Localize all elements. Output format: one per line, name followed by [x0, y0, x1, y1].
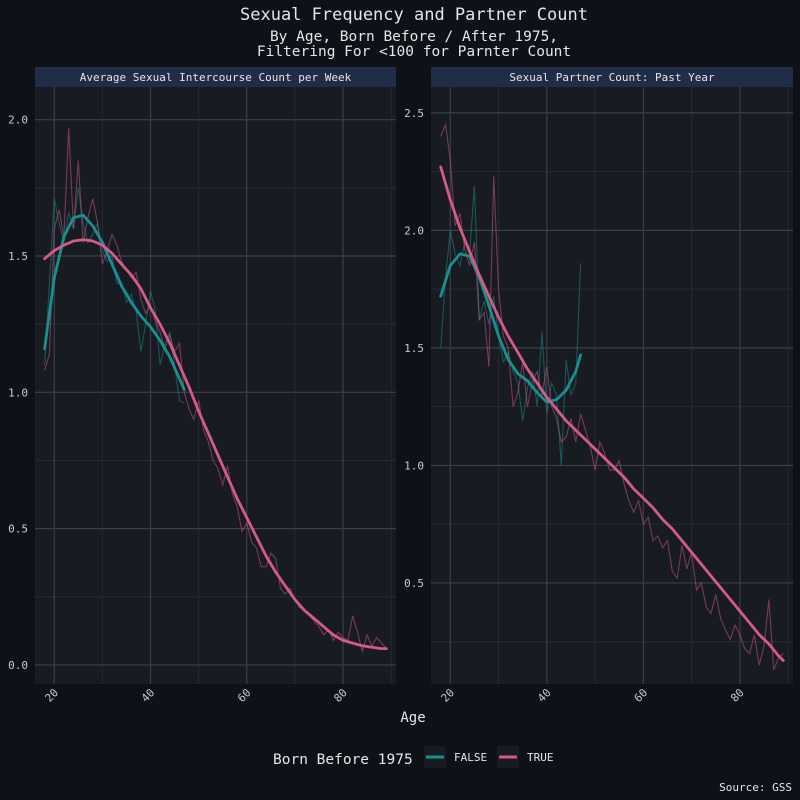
chart-subtitle-line-1: By Age, Born Before / After 1975,: [270, 29, 558, 45]
smooth-series-line-true: [43, 238, 388, 650]
y-tick-label: 2.5: [404, 107, 424, 120]
smooth-series-line-false: [43, 213, 186, 391]
y-tick-label: 2.0: [404, 224, 424, 237]
y-tick-label: 1.5: [404, 342, 424, 355]
y-tick-label: 2.0: [8, 114, 28, 127]
panel-partner-count: Sexual Partner Count: Past Year 0.5 1.0 1.5…: [404, 67, 793, 705]
raw-series-line-true: [440, 122, 784, 671]
panel-intercourse-frequency: Average Sexual Intercourse Count per Wee…: [8, 67, 396, 705]
y-tick-label: 1.0: [8, 386, 28, 399]
x-axis-title: Age: [400, 710, 425, 726]
smooth-series-line-true: [439, 165, 785, 662]
panel-background: [431, 87, 793, 684]
legend-title: Born Before 1975: [273, 752, 413, 768]
source-caption: Source: GSS: [719, 781, 792, 794]
y-tick-label: 1.0: [404, 459, 424, 472]
legend: Born Before 1975 FALSE TRUE: [273, 746, 554, 768]
facet-strip: [35, 67, 396, 87]
y-tick-label: 1.5: [8, 250, 28, 263]
chart-title: Sexual Frequency and Partner Count: [240, 5, 588, 25]
panel-background: [35, 87, 396, 684]
facet-strip-label: Sexual Partner Count: Past Year: [509, 71, 715, 84]
legend-label-false: FALSE: [454, 751, 487, 764]
y-tick-label: 0.5: [8, 523, 28, 536]
legend-label-true: TRUE: [527, 751, 554, 764]
chart-subtitle-line-2: Filtering For <100 for Parnter Count: [257, 44, 571, 60]
facet-strip: [431, 67, 793, 87]
y-tick-label: 0.0: [8, 659, 28, 672]
facet-strip-label: Average Sexual Intercourse Count per Wee…: [80, 71, 352, 84]
smooth-series-line-false: [439, 252, 582, 404]
y-tick-label: 0.5: [404, 577, 424, 590]
